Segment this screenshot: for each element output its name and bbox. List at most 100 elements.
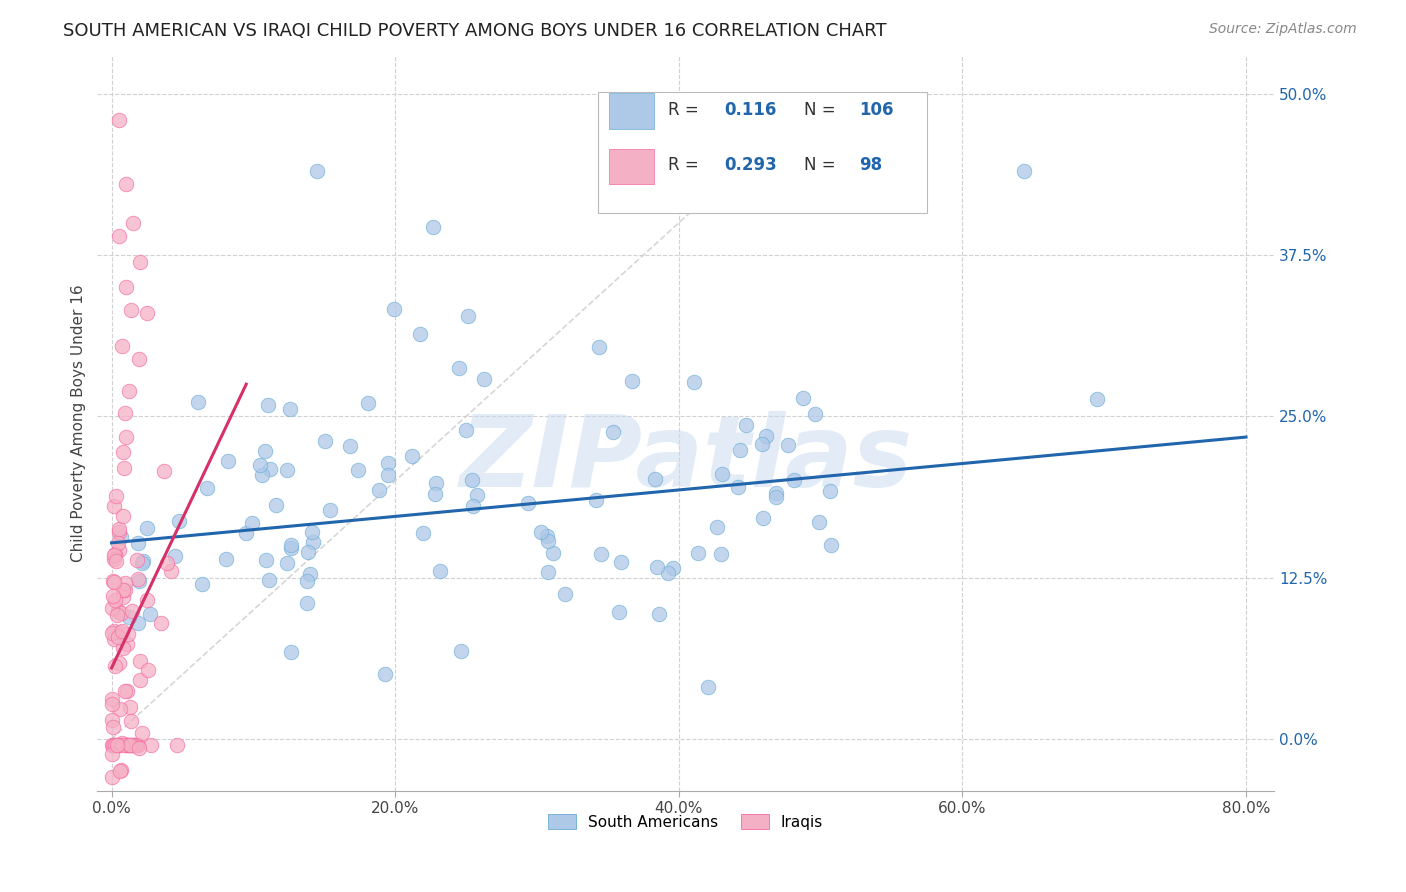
Point: [125, 739, 148, 753]
Point: [377, 456, 399, 470]
Point: [131, 556, 153, 570]
Point: [299, 566, 322, 581]
Point: [122, 739, 145, 753]
Point: [537, 565, 560, 579]
Point: [129, 673, 152, 688]
Point: [107, 536, 129, 550]
Point: [537, 534, 560, 549]
Point: [110, 764, 132, 778]
Point: [457, 309, 479, 323]
Point: [101, 739, 124, 753]
Point: [305, 164, 328, 178]
Point: [101, 720, 124, 734]
Point: [105, 738, 128, 752]
Point: [461, 473, 484, 487]
Point: [111, 736, 134, 750]
Point: [339, 439, 361, 453]
Point: [257, 574, 280, 588]
Point: [128, 254, 150, 268]
Point: [108, 656, 131, 670]
Point: [111, 445, 134, 459]
Point: [131, 726, 153, 740]
Point: [104, 739, 127, 753]
Point: [280, 538, 302, 552]
Point: [111, 739, 134, 753]
Text: 106: 106: [859, 102, 893, 120]
Point: [107, 112, 129, 127]
Text: 0.116: 0.116: [724, 102, 778, 120]
Point: [120, 699, 142, 714]
Point: [706, 520, 728, 534]
Y-axis label: Child Poverty Among Boys Under 16: Child Poverty Among Boys Under 16: [72, 284, 86, 562]
Point: [111, 508, 134, 523]
Point: [463, 500, 485, 514]
Point: [645, 560, 668, 574]
Point: [107, 228, 129, 243]
Point: [820, 484, 842, 499]
Point: [110, 530, 132, 544]
Point: [187, 394, 209, 409]
Point: [100, 713, 122, 727]
Point: [280, 645, 302, 659]
Point: [657, 566, 679, 581]
Point: [412, 526, 434, 541]
Point: [104, 554, 127, 568]
Point: [114, 583, 136, 598]
Point: [101, 739, 124, 753]
Point: [101, 574, 124, 588]
Point: [103, 739, 125, 753]
Point: [135, 593, 157, 607]
Point: [662, 561, 685, 575]
Point: [107, 630, 129, 644]
Point: [136, 521, 159, 535]
Point: [408, 327, 430, 342]
Point: [751, 437, 773, 451]
Point: [112, 461, 135, 475]
Point: [807, 516, 830, 530]
Point: [377, 468, 399, 483]
Point: [104, 659, 127, 673]
Point: [302, 535, 325, 549]
Point: [425, 487, 447, 501]
Point: [686, 546, 709, 560]
Point: [110, 763, 132, 777]
Point: [585, 493, 607, 508]
Text: 0.293: 0.293: [724, 156, 778, 175]
Point: [110, 606, 132, 620]
Point: [382, 301, 405, 316]
Point: [710, 547, 733, 561]
Point: [121, 604, 143, 618]
Point: [103, 589, 125, 603]
Point: [124, 739, 146, 753]
Point: [111, 591, 134, 605]
Point: [114, 739, 136, 753]
Point: [301, 525, 323, 540]
Point: [108, 702, 131, 716]
Point: [242, 516, 264, 530]
Point: [103, 574, 125, 589]
Point: [118, 384, 141, 398]
Point: [117, 739, 139, 753]
Point: [105, 739, 128, 753]
Point: [792, 392, 814, 406]
Point: [111, 583, 134, 598]
Point: [696, 681, 718, 695]
Point: [728, 443, 751, 458]
Point: [111, 641, 134, 656]
Point: [100, 770, 122, 784]
Point: [1012, 164, 1035, 178]
Point: [711, 467, 734, 482]
FancyBboxPatch shape: [598, 92, 927, 213]
Point: [235, 526, 257, 541]
Point: [118, 739, 141, 753]
Point: [683, 375, 706, 389]
Point: [128, 740, 150, 755]
Point: [644, 472, 666, 486]
Point: [447, 360, 470, 375]
Point: [607, 605, 630, 619]
Point: [295, 596, 318, 610]
Point: [755, 429, 778, 443]
Point: [103, 549, 125, 563]
Point: [166, 739, 188, 753]
Point: [257, 398, 280, 412]
